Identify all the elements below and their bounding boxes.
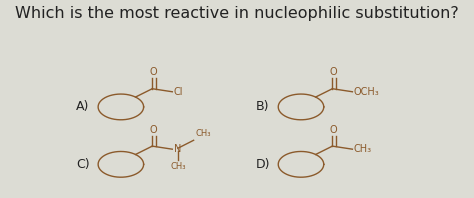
Text: O: O — [330, 125, 337, 135]
Text: O: O — [330, 68, 337, 77]
Text: OCH₃: OCH₃ — [354, 87, 380, 97]
Text: CH₃: CH₃ — [354, 144, 372, 154]
Text: D): D) — [256, 158, 271, 171]
Text: CH₃: CH₃ — [196, 129, 211, 138]
Text: A): A) — [76, 100, 89, 113]
Text: Cl: Cl — [173, 87, 183, 97]
Text: O: O — [150, 125, 157, 135]
Text: C): C) — [76, 158, 90, 171]
Text: CH₃: CH₃ — [170, 162, 186, 171]
Text: O: O — [150, 68, 157, 77]
Text: B): B) — [256, 100, 269, 113]
Text: Which is the most reactive in nucleophilic substitution?: Which is the most reactive in nucleophil… — [15, 6, 459, 21]
Text: N: N — [173, 144, 181, 154]
